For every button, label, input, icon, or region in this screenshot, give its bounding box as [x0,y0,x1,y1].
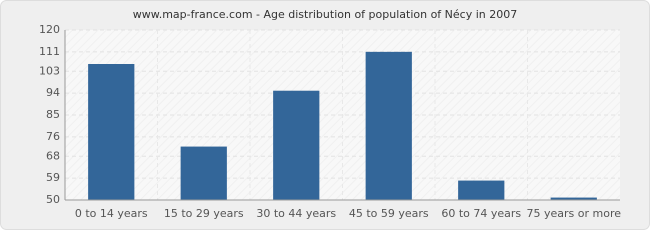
chart-title: www.map-france.com - Age distribution of… [133,8,518,21]
x-tick-label: 60 to 74 years [441,207,521,220]
y-tick-label: 68 [46,149,60,162]
bar [365,51,412,200]
y-tick-label: 85 [46,108,60,121]
bar [88,64,135,200]
page: {"chart_data": {"type": "bar", "title": … [0,0,650,230]
y-tick-label: 50 [46,193,60,206]
y-tick-label: 111 [39,45,60,58]
x-tick-label: 30 to 44 years [256,207,336,220]
x-tick-label: 0 to 14 years [75,207,148,220]
y-tick-label: 120 [39,23,60,36]
bar [273,90,320,200]
bar [180,146,227,200]
chart: www.map-france.com - Age distribution of… [0,0,650,230]
y-tick-label: 94 [46,86,60,99]
x-tick-label: 75 years or more [526,207,621,220]
y-tick-label: 76 [46,130,60,143]
y-tick-label: 103 [39,64,60,77]
bar [550,197,597,200]
x-tick-label: 15 to 29 years [164,207,244,220]
x-tick-label: 45 to 59 years [349,207,429,220]
y-tick-label: 59 [46,171,60,184]
bar [458,180,505,200]
